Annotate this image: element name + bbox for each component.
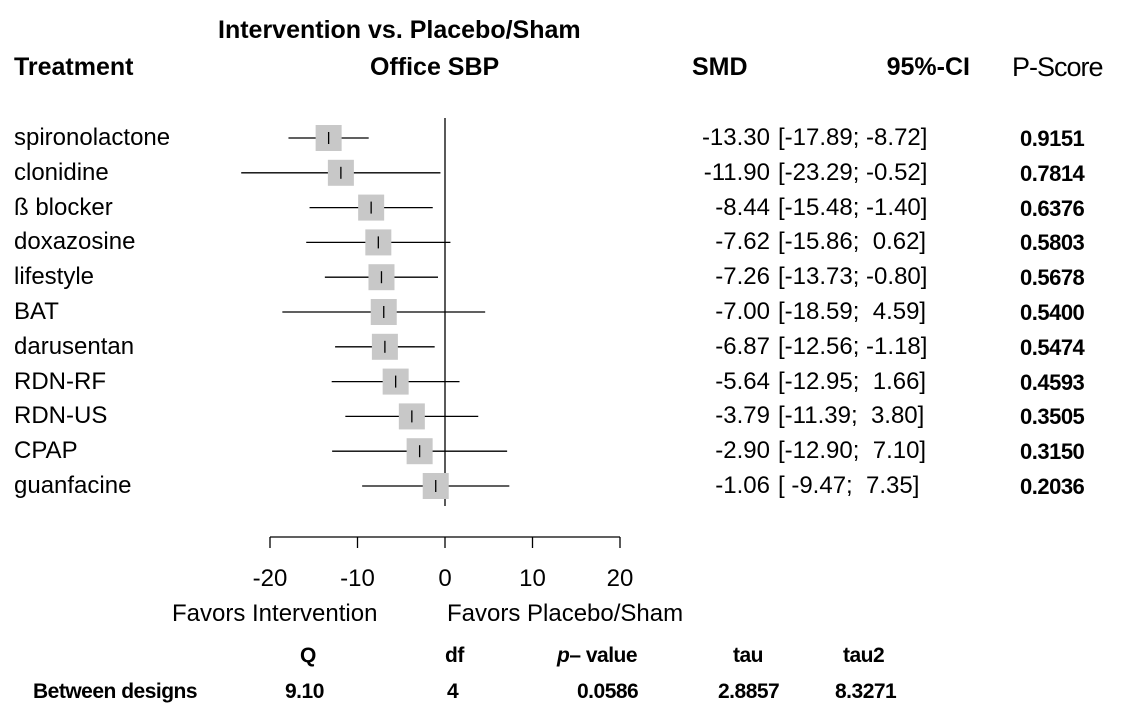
pscore-header: P-Score — [1012, 52, 1104, 82]
pscore-value: 0.5400 — [1020, 300, 1085, 325]
treatment-name: ß blocker — [14, 193, 113, 221]
treatment-header: Treatment — [14, 53, 134, 81]
q-header: Q — [300, 644, 316, 667]
treatment-name: spironolactone — [14, 124, 171, 151]
pscore-value: 0.5474 — [1020, 334, 1085, 360]
pscore-value: 0.3505 — [1020, 404, 1085, 430]
tau2-header: tau2 — [843, 644, 885, 667]
pvalue-header-rest: – value — [569, 644, 638, 667]
smd-value: -2.90 — [715, 437, 770, 465]
treatment-name: RDN-RF — [14, 367, 106, 395]
tau-header: tau — [733, 644, 764, 667]
ci-header: 95%-CI — [886, 53, 970, 81]
smd-value: -8.44 — [715, 193, 770, 221]
smd-value: -7.26 — [715, 263, 770, 291]
pscore-value: 0.2036 — [1020, 474, 1085, 499]
pscore-value: 0.9151 — [1020, 126, 1085, 151]
ci-value: [-12.95; 1.66] — [778, 367, 927, 395]
treatment-name: guanfacine — [14, 472, 132, 499]
treatment-name: BAT — [14, 298, 59, 325]
tau2-value: 8.3271 — [835, 680, 897, 703]
tau-value: 2.8857 — [718, 680, 780, 703]
treatment-name: RDN-US — [14, 402, 108, 430]
ci-value: [-15.48; -1.40] — [778, 193, 928, 221]
favors-placebo-label: Favors Placebo/Sham — [447, 600, 684, 627]
p-value: 0.0586 — [577, 680, 639, 703]
ci-value: [-12.90; 7.10] — [778, 437, 927, 465]
ci-value: [-15.86; 0.62] — [778, 228, 927, 256]
smd-header: SMD — [692, 53, 748, 81]
smd-value: -5.64 — [715, 367, 770, 395]
smd-value: -11.90 — [703, 158, 770, 186]
smd-value: -7.62 — [715, 228, 770, 256]
ci-value: [-17.89; -8.72] — [778, 124, 928, 151]
smd-value: -13.30 — [701, 124, 770, 151]
ci-value: [ -9.47; 7.35] — [778, 472, 920, 499]
treatment-name: CPAP — [14, 437, 78, 465]
ci-value: [-12.56; -1.18] — [778, 332, 928, 360]
ci-value: [-11.39; 3.80] — [778, 402, 925, 430]
smd-value: -7.00 — [715, 298, 770, 325]
pvalue-header-p: p — [557, 644, 570, 667]
ci-value: [-23.29; -0.52] — [778, 158, 928, 186]
smd-value: -1.06 — [715, 472, 770, 499]
pvalue-header: p– value — [557, 644, 638, 668]
x-tick-label: -10 — [340, 565, 375, 592]
x-tick-label: 10 — [519, 565, 546, 592]
smd-value: -6.87 — [715, 332, 770, 360]
treatment-name: darusentan — [14, 332, 135, 360]
ci-value: [-13.73; -0.80] — [778, 263, 928, 291]
favors-intervention-label: Favors Intervention — [172, 600, 378, 627]
treatment-name: lifestyle — [14, 263, 95, 291]
treatment-name: clonidine — [14, 158, 109, 186]
x-tick-label: 0 — [438, 565, 452, 592]
pscore-value: 0.4593 — [1020, 369, 1085, 395]
smd-value: -3.79 — [715, 402, 770, 430]
pscore-value: 0.7814 — [1020, 160, 1085, 186]
ci-value: [-18.59; 4.59] — [778, 298, 927, 325]
outcome-header: Office SBP — [370, 53, 500, 81]
x-tick-label: 20 — [606, 565, 634, 592]
treatment-name: doxazosine — [14, 228, 136, 256]
df-header: df — [445, 644, 464, 667]
df-value: 4 — [447, 680, 459, 703]
comparison-title: Intervention vs. Placebo/Sham — [218, 16, 581, 44]
pscore-value: 0.6376 — [1020, 195, 1085, 221]
pscore-value: 0.5803 — [1020, 230, 1085, 256]
x-tick-label: -20 — [252, 565, 288, 592]
q-value: 9.10 — [285, 680, 324, 703]
pscore-value: 0.3150 — [1020, 439, 1085, 465]
between-designs-label: Between designs — [33, 680, 198, 703]
pscore-value: 0.5678 — [1020, 265, 1085, 291]
